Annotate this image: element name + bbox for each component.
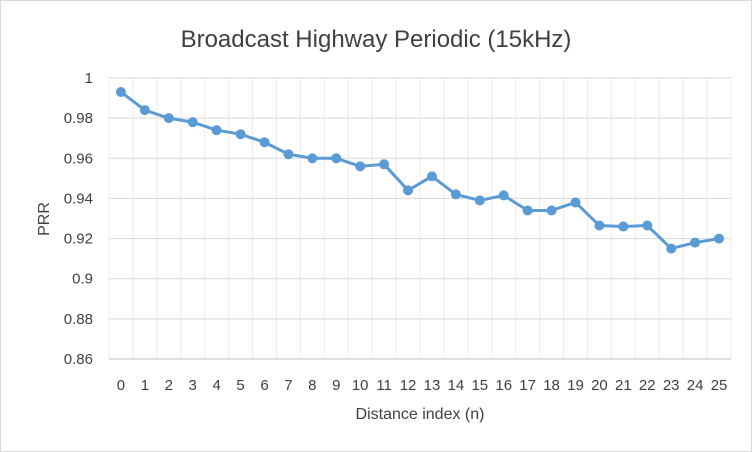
y-tick-label: 0.96 — [64, 150, 93, 167]
x-tick-label: 0 — [117, 377, 125, 394]
data-point — [618, 221, 629, 232]
data-point — [474, 195, 485, 206]
x-tick-label: 10 — [352, 377, 369, 394]
y-tick-label: 0.92 — [64, 231, 93, 248]
data-point — [307, 153, 318, 164]
data-point — [642, 220, 653, 231]
x-tick-label: 11 — [376, 377, 392, 394]
y-tick-label: 0.86 — [64, 351, 93, 368]
x-tick-label: 3 — [189, 377, 197, 394]
data-point — [450, 189, 461, 200]
grid-lines — [108, 77, 732, 360]
y-tick-label: 0.94 — [64, 190, 93, 207]
x-tick-label: 19 — [567, 377, 584, 394]
x-axis-title: Distance index (n) — [356, 406, 485, 423]
data-point — [546, 205, 557, 216]
data-point — [522, 205, 533, 216]
x-tick-label: 14 — [448, 377, 465, 394]
x-tick-label: 6 — [260, 377, 268, 394]
x-tick-label: 1 — [141, 377, 149, 394]
x-tick-label: 2 — [165, 377, 173, 394]
y-tick-label: 0.88 — [64, 311, 93, 328]
x-tick-label: 16 — [495, 377, 512, 394]
x-tick-label: 4 — [212, 377, 220, 394]
data-point — [403, 185, 414, 196]
y-axis-title: PRR — [36, 202, 53, 236]
data-point — [666, 243, 677, 254]
data-point — [115, 87, 126, 98]
x-tick-label: 21 — [615, 377, 632, 394]
y-tick-labels: 0.86 0.88 0.9 0.92 0.94 0.96 0.98 1 — [64, 70, 93, 368]
data-point — [690, 237, 701, 248]
y-tick-label: 0.98 — [64, 110, 93, 127]
data-point — [714, 233, 725, 244]
x-tick-label: 15 — [471, 377, 488, 394]
data-point — [283, 149, 294, 160]
x-tick-labels: 0 1 2 3 4 5 6 7 8 9 10 11 12 13 14 15 16 17 18 19 20 21 22 23 24… — [117, 377, 728, 394]
y-tick-label: 1 — [85, 70, 93, 87]
x-tick-label: 7 — [284, 377, 292, 394]
x-tick-label: 5 — [236, 377, 244, 394]
data-point — [211, 125, 222, 136]
x-tick-label: 20 — [591, 377, 608, 394]
data-point — [594, 220, 605, 231]
y-tick-label: 0.9 — [72, 271, 93, 288]
data-point — [235, 129, 246, 140]
x-tick-label: 25 — [711, 377, 728, 394]
data-point — [259, 137, 270, 148]
x-tick-label: 23 — [663, 377, 680, 394]
x-tick-label: 13 — [424, 377, 441, 394]
x-tick-label: 18 — [543, 377, 560, 394]
data-point — [498, 190, 509, 201]
x-tick-label: 24 — [687, 377, 704, 394]
x-tick-label: 17 — [519, 377, 536, 394]
data-point — [570, 197, 581, 208]
data-point — [379, 159, 390, 170]
data-point — [163, 113, 174, 124]
x-tick-label: 8 — [308, 377, 316, 394]
x-tick-label: 12 — [400, 377, 417, 394]
data-point — [187, 117, 198, 128]
data-point — [355, 161, 366, 172]
chart-title: Broadcast Highway Periodic (15kHz) — [181, 26, 572, 53]
data-point — [139, 105, 150, 116]
x-tick-label: 22 — [639, 377, 656, 394]
series-layer — [115, 87, 725, 254]
data-point — [426, 171, 437, 182]
x-tick-label: 9 — [332, 377, 340, 394]
data-point — [331, 153, 342, 164]
